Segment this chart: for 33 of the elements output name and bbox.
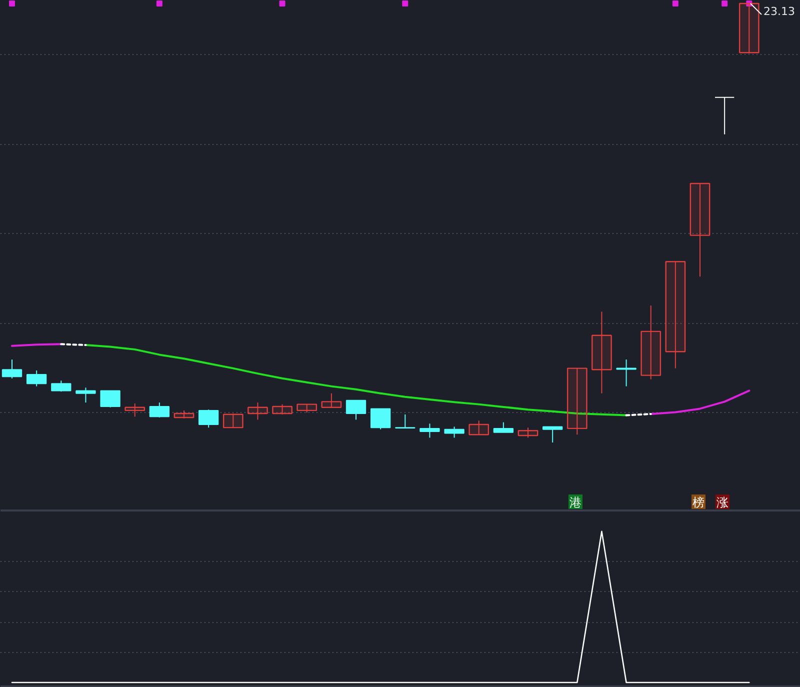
candlestick [100,390,120,408]
candlestick [26,370,47,387]
candlestick [566,368,588,436]
candlestick [198,409,219,428]
candlestick [395,414,416,429]
candlestick [420,423,440,438]
candlestick [690,182,710,278]
candlestick [468,420,490,436]
candlestick [149,402,170,418]
candlestick [518,427,538,438]
candlestick [174,410,194,419]
candlestick [272,404,292,415]
candlestick [2,359,22,379]
candlestick [714,96,735,135]
candlestick [222,413,244,428]
text: 港 [570,496,582,510]
candlestick [592,311,612,394]
candlestick [124,402,146,418]
candlestick [444,426,464,438]
candlestick [665,261,686,369]
text: 涨 [716,496,728,510]
candlestick [370,408,391,430]
candlestick [51,380,72,392]
text: 23.13 [764,5,795,18]
candlestick [248,402,268,420]
candlestick [296,404,318,414]
candlestick [640,305,662,380]
candlestick [321,392,342,408]
text: 榜 [692,496,704,510]
candlestick [493,422,514,433]
candlestick [346,400,366,420]
candlestick [76,387,96,404]
candlestick [542,426,563,444]
